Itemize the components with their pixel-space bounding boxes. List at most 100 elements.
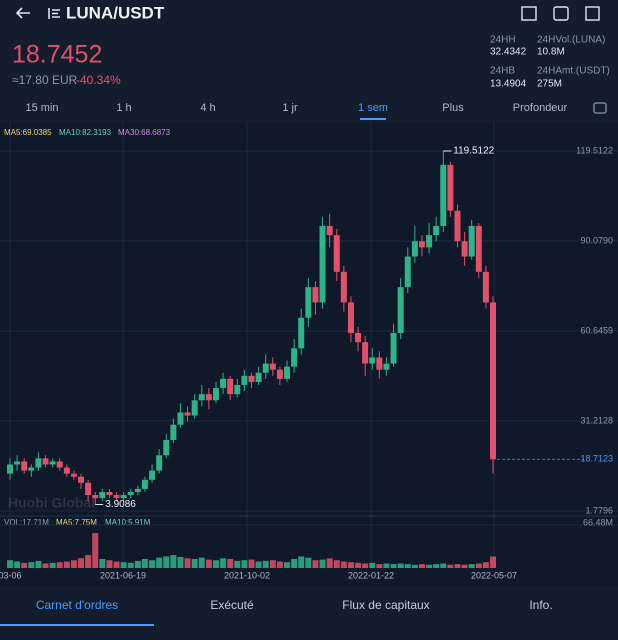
candle-body xyxy=(276,369,283,379)
candle-body xyxy=(99,491,106,499)
candle-body xyxy=(326,225,333,236)
candle-body xyxy=(284,366,291,379)
volume-bar xyxy=(191,558,198,568)
y-tick-label: 31.2128 xyxy=(580,415,613,425)
candle-body xyxy=(85,482,92,496)
volume-bar xyxy=(21,562,28,568)
candle-body xyxy=(120,495,127,499)
volume-bar xyxy=(120,562,127,568)
candle-body xyxy=(241,375,248,385)
volume-bar xyxy=(78,558,85,568)
candle-body xyxy=(340,271,347,303)
candle-body xyxy=(191,400,198,416)
volume-bar xyxy=(255,561,262,568)
volume-bar xyxy=(99,558,106,568)
volume-bar xyxy=(7,560,13,568)
candle-body xyxy=(198,394,205,401)
volume-bar xyxy=(234,560,241,568)
last-price-label: 18.7123 xyxy=(580,454,613,464)
timeframe-tab[interactable]: 15 min xyxy=(25,102,58,114)
candle-body xyxy=(163,440,170,456)
watermark: Huobi Global xyxy=(8,495,95,511)
volume-bar xyxy=(198,557,205,568)
timeframe-tab[interactable]: 1 sem xyxy=(358,102,388,114)
volume-bar xyxy=(347,562,354,568)
volume-bar xyxy=(42,563,49,568)
volume-bar xyxy=(305,557,312,568)
volume-bar xyxy=(376,564,383,568)
candle-body xyxy=(28,467,35,471)
volume-bar xyxy=(468,564,475,568)
volume-bar xyxy=(482,562,489,568)
bottom-tab[interactable]: Flux de capitaux xyxy=(342,598,429,612)
ma-legend: MA10:82.3193 xyxy=(59,128,112,137)
pair-title: LUNA/USDT xyxy=(66,3,165,22)
candle-body xyxy=(404,256,411,288)
candle-body xyxy=(14,461,21,465)
candle-body xyxy=(319,225,326,303)
compare-icon[interactable] xyxy=(521,6,537,21)
candle-body xyxy=(184,412,191,416)
candle-body xyxy=(177,412,184,425)
volume-bar xyxy=(56,562,63,568)
bottom-tab[interactable]: Exécuté xyxy=(210,598,254,612)
chart-background xyxy=(0,122,618,586)
change: -40.34% xyxy=(76,73,121,87)
timeframe-tab[interactable]: Plus xyxy=(442,102,464,114)
volume-bar xyxy=(490,556,496,568)
candle-body xyxy=(390,332,397,364)
volume-bar xyxy=(411,564,418,568)
candle-body xyxy=(312,287,319,303)
settings-icon[interactable] xyxy=(593,102,607,114)
timeframe-tab[interactable]: 1 h xyxy=(116,102,131,114)
candle-body xyxy=(433,225,440,236)
timeframe-tab[interactable]: Profondeur xyxy=(513,102,568,114)
candle-body xyxy=(141,479,148,489)
bottom-tab[interactable]: Info. xyxy=(529,598,552,612)
volume-bar xyxy=(49,562,56,568)
screenshot-icon[interactable] xyxy=(553,6,569,21)
stat-label: 24HH xyxy=(490,35,516,46)
low-label: 3.9086 xyxy=(105,499,136,510)
menu-icon[interactable] xyxy=(48,8,60,19)
volume-bar xyxy=(205,559,212,568)
candle-body xyxy=(113,495,120,499)
volume-bar xyxy=(141,558,148,568)
volume-bar xyxy=(85,555,92,568)
fullscreen-icon[interactable] xyxy=(585,6,600,21)
y-tick-label: 1.7796 xyxy=(585,505,613,515)
stat-value: 275M xyxy=(537,79,562,90)
candle-body xyxy=(262,363,269,373)
timeframe-tab[interactable]: 1 jr xyxy=(282,102,298,114)
x-tick-label: 2021-06-19 xyxy=(100,570,146,580)
back-button[interactable] xyxy=(15,7,30,19)
volume-bar xyxy=(298,556,305,568)
volume-bar xyxy=(262,560,269,568)
volume-bar xyxy=(14,561,21,568)
candle-body xyxy=(475,225,482,272)
ma-legend: MA5:69.0385 xyxy=(4,128,52,137)
volume-bar xyxy=(326,558,333,568)
volume-bar xyxy=(241,560,248,568)
candle-body xyxy=(49,461,56,465)
candle-body xyxy=(397,287,404,333)
active-underline xyxy=(360,118,386,120)
eur-price: ≈17.80 EUR xyxy=(12,73,78,87)
volume-bar xyxy=(383,563,390,568)
volume-bar xyxy=(28,562,35,568)
stat-value: 13.4904 xyxy=(490,79,527,90)
volume-bar xyxy=(70,560,77,568)
bottom-bar xyxy=(0,586,618,640)
volume-bar xyxy=(355,562,362,568)
candle-body xyxy=(106,491,113,496)
candle-body xyxy=(156,455,163,471)
volume-bar xyxy=(134,560,141,568)
timeframe-tab[interactable]: 4 h xyxy=(200,102,215,114)
y-tick-label: 90.0790 xyxy=(580,235,613,245)
volume-bar xyxy=(92,533,99,568)
volume-bar xyxy=(426,564,433,568)
bottom-tab[interactable]: Carnet d'ordres xyxy=(36,598,118,612)
candle-body xyxy=(482,271,489,303)
candle-body xyxy=(7,464,13,474)
candle-body xyxy=(134,488,141,492)
